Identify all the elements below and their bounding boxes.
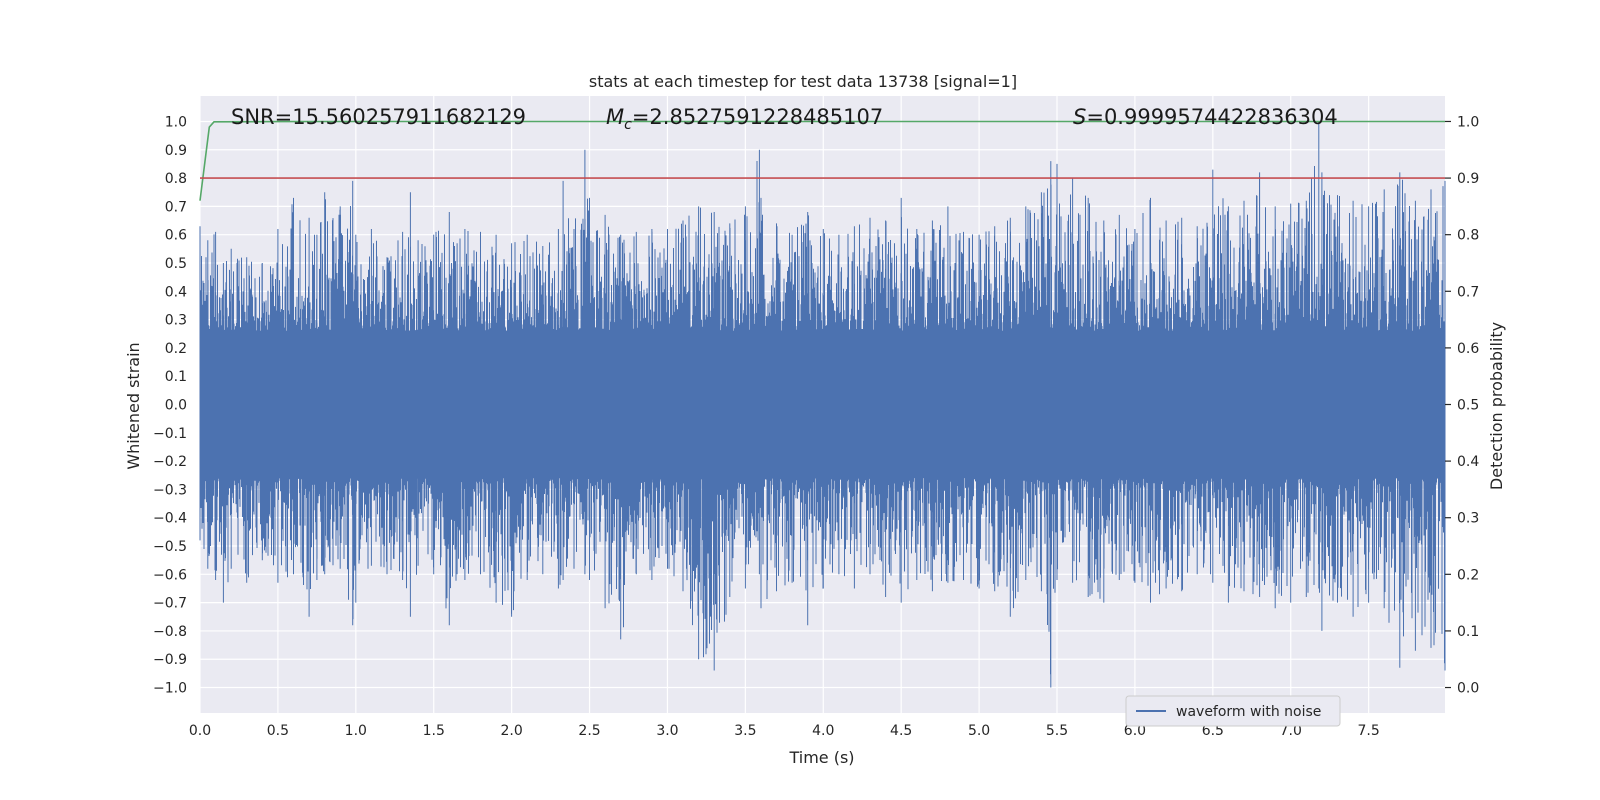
x-axis-ticks: 0.0 0.5 1.0 1.5 2.0 2.5 3.0 3.5 4.0 4.5 5.0 5.5 6.0 6… <box>189 723 1380 739</box>
right-y-tick-label: 0.2 <box>1457 567 1479 583</box>
right-y-tick-label: 0.8 <box>1457 228 1479 244</box>
score-symbol: S <box>1073 105 1086 129</box>
x-tick-label: 1.0 <box>345 723 367 739</box>
left-y-tick-label: 1.0 <box>165 114 187 130</box>
left-y-tick-label: −0.2 <box>153 454 187 470</box>
x-tick-label: 7.0 <box>1280 723 1302 739</box>
chirp-mass-subscript: c <box>624 117 632 133</box>
left-y-tick-label: 0.9 <box>165 143 187 159</box>
x-tick-label: 7.5 <box>1358 723 1380 739</box>
chirp-mass-symbol: M <box>606 105 624 129</box>
x-tick-label: 4.0 <box>812 723 834 739</box>
right-y-axis-label: Detection probability <box>1487 322 1506 490</box>
right-y-tick-label: 0.6 <box>1457 341 1479 357</box>
left-y-tick-label: 0.7 <box>165 199 187 215</box>
left-y-tick-label: −1.0 <box>153 681 187 697</box>
waveform-layer <box>199 121 1446 688</box>
left-y-tick-label: −0.7 <box>153 596 187 612</box>
left-y-tick-label: 0.8 <box>165 171 187 187</box>
x-tick-label: 0.5 <box>267 723 289 739</box>
left-y-tick-label: −0.8 <box>153 624 187 640</box>
left-y-tick-label: 0.4 <box>165 284 187 300</box>
left-y-tick-label: −0.6 <box>153 567 187 583</box>
waveform-trace <box>199 121 1446 688</box>
x-tick-label: 1.5 <box>423 723 445 739</box>
x-tick-label: 5.0 <box>968 723 990 739</box>
chart-title: stats at each timestep for test data 137… <box>589 72 1017 91</box>
left-y-tick-label: 0.1 <box>165 369 187 385</box>
legend-box <box>1125 695 1341 727</box>
x-tick-label: 3.5 <box>734 723 756 739</box>
left-y-tick-label: −0.4 <box>153 511 187 527</box>
left-y-tick-label: −0.9 <box>153 652 187 668</box>
chirp-mass-annotation: Mc=2.8527591228485107 <box>606 105 883 133</box>
left-y-tick-label: 0.2 <box>165 341 187 357</box>
x-tick-label: 2.0 <box>501 723 523 739</box>
right-y-tick-label: 0.3 <box>1457 511 1479 527</box>
x-axis-label: Time (s) <box>788 748 854 767</box>
left-y-tick-label: 0.0 <box>165 398 187 414</box>
right-y-axis-ticks: 1.0 0.9 0.8 0.7 0.6 0.5 0.4 0.3 0.2 0.1 0.0 <box>1445 114 1479 697</box>
x-tick-label: 3.0 <box>656 723 678 739</box>
detection-probability-line <box>199 120 1445 201</box>
left-y-tick-label: −0.5 <box>153 539 187 555</box>
x-tick-label: 4.5 <box>890 723 912 739</box>
chirp-mass-value: =2.8527591228485107 <box>632 105 883 129</box>
right-y-tick-label: 0.5 <box>1457 398 1479 414</box>
legend-label-waveform: waveform with noise <box>1176 704 1321 720</box>
left-y-tick-label: 0.5 <box>165 256 187 272</box>
x-tick-label: 2.5 <box>578 723 600 739</box>
score-annotation: S=0.9999574422836304 <box>1073 105 1338 129</box>
x-tick-label: 6.5 <box>1202 723 1224 739</box>
left-y-tick-label: −0.1 <box>153 426 187 442</box>
score-value: =0.9999574422836304 <box>1086 105 1337 129</box>
probability-layer <box>199 120 1445 201</box>
legend: waveform with noise <box>1125 695 1341 727</box>
left-y-tick-label: 0.6 <box>165 228 187 244</box>
x-tick-label: 5.5 <box>1046 723 1068 739</box>
right-y-tick-label: 0.7 <box>1457 284 1479 300</box>
left-y-tick-label: 0.3 <box>165 313 187 329</box>
left-y-tick-label: −0.3 <box>153 482 187 498</box>
right-y-tick-label: 0.4 <box>1457 454 1479 470</box>
right-y-tick-label: 1.0 <box>1457 114 1479 130</box>
right-y-tick-label: 0.0 <box>1457 681 1479 697</box>
left-y-axis-label: Whitened strain <box>124 342 143 469</box>
right-y-tick-label: 0.1 <box>1457 624 1479 640</box>
right-y-tick-label: 0.9 <box>1457 171 1479 187</box>
snr-annotation: SNR=15.560257911682129 <box>231 105 526 129</box>
x-tick-label: 6.0 <box>1124 723 1146 739</box>
left-y-axis-ticks: 1.0 0.9 0.8 0.7 0.6 0.5 0.4 0.3 0.2 0.1 0.0 −0.1 −0.… <box>153 114 187 696</box>
x-tick-label: 0.0 <box>189 723 211 739</box>
